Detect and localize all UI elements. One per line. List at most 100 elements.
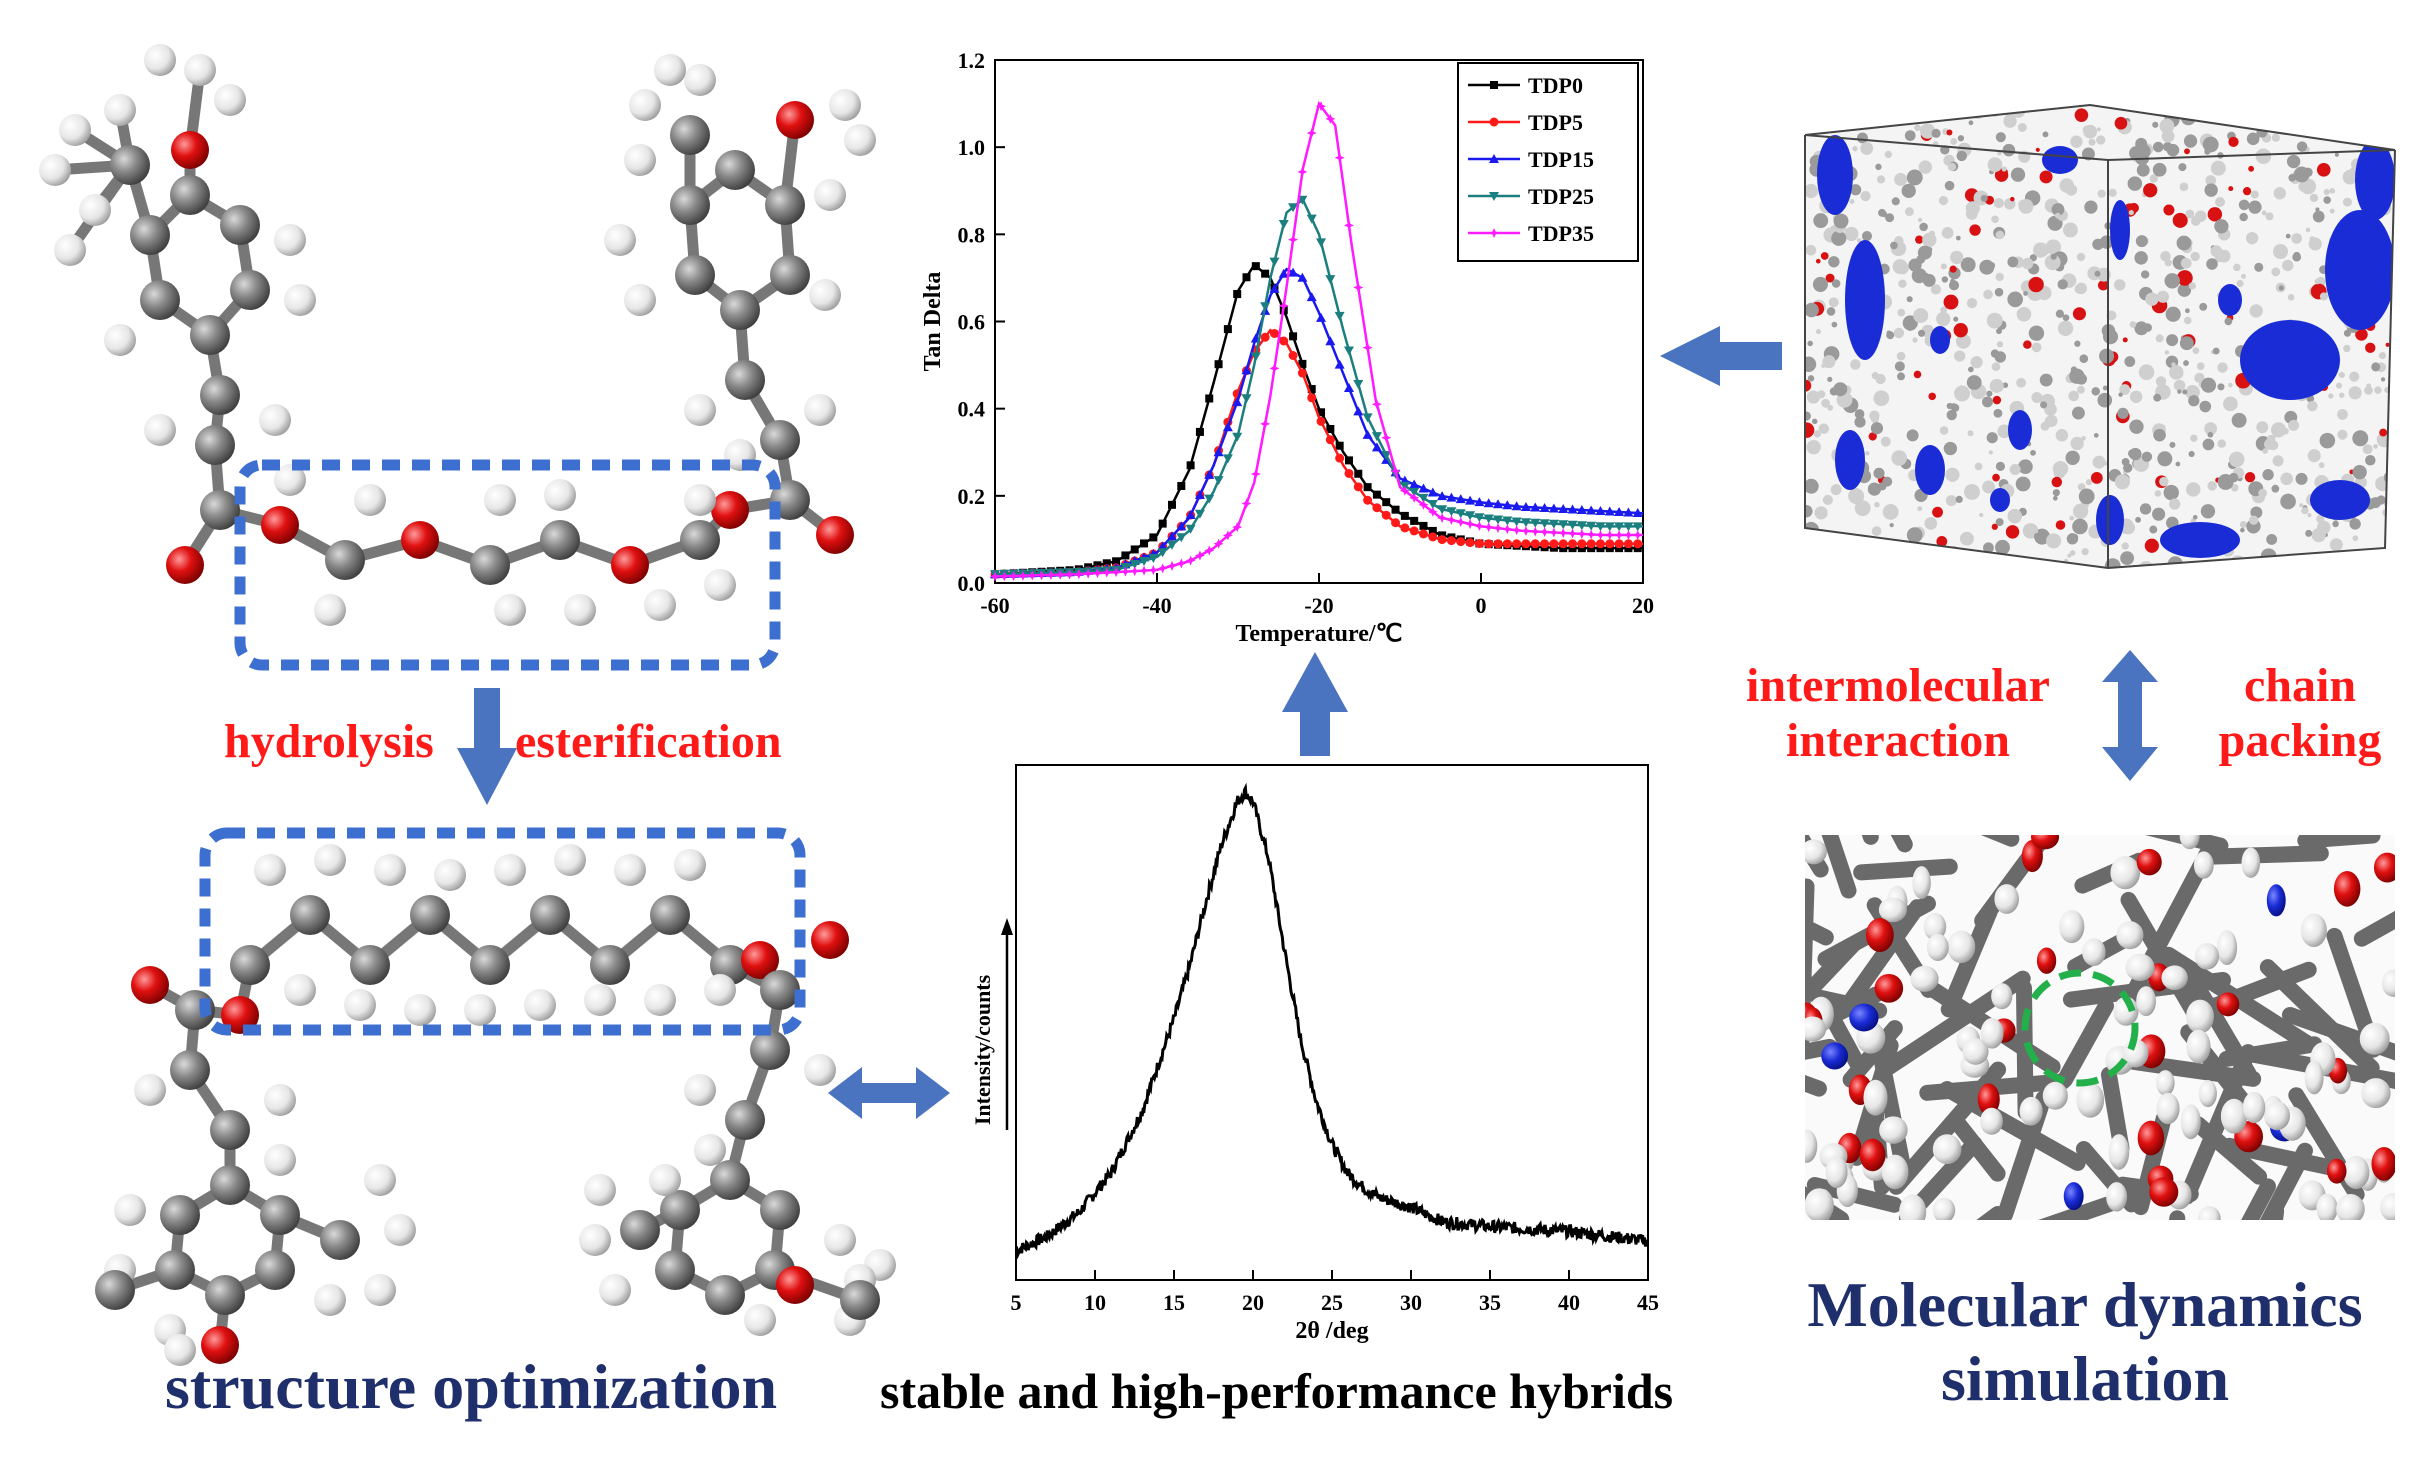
md-atom: [1994, 287, 2004, 297]
tan-point-tdp35: [1129, 566, 1140, 577]
tan-point-tdp25: [1493, 515, 1504, 525]
tan-point-tdp0: [1289, 332, 1298, 341]
md-atom: [2329, 208, 2335, 214]
md-atom: [2031, 342, 2042, 353]
md-hydrogen: [1980, 1017, 2004, 1049]
md-atom: [2248, 165, 2255, 172]
md-atom: [2070, 135, 2083, 148]
tan-point-tdp25: [1176, 533, 1187, 543]
md-atom: [2072, 307, 2086, 321]
tan-point-tdp15: [1576, 504, 1587, 514]
md-atom: [2231, 412, 2247, 428]
md-atom: [2045, 239, 2062, 255]
tan-point-tdp35: [1465, 518, 1476, 529]
md-atom: [2271, 133, 2280, 142]
md-atom: [2031, 392, 2043, 403]
tan-point-tdp5: [1623, 539, 1633, 549]
md-atom: [2335, 382, 2343, 389]
md-atom: [1967, 366, 1974, 373]
carbon-atom: [680, 520, 720, 560]
md-atom: [2256, 421, 2269, 434]
md-atom: [2152, 162, 2167, 177]
md-atom: [1983, 542, 1994, 554]
md-atom: [2272, 455, 2284, 467]
md-atom: [1954, 350, 1966, 362]
tan-point-tdp5: [1372, 503, 1382, 513]
md-atom: [2164, 259, 2172, 267]
md-atom: [1820, 561, 1835, 568]
tan-point-tdp5: [1391, 518, 1401, 528]
tan-point-tdp5: [1353, 482, 1363, 492]
md-atom: [1945, 467, 1960, 482]
molecule-ester-top: [39, 44, 876, 626]
md-atom: [2023, 340, 2032, 349]
md-nitrogen: [1821, 1042, 1849, 1070]
hydrogen-atom: [814, 179, 846, 211]
md-atom: [2345, 116, 2355, 126]
md-atom: [2314, 278, 2321, 285]
md-atom: [2242, 187, 2252, 196]
tan-point-tdp15: [1632, 507, 1643, 517]
md-atom: [1871, 526, 1882, 536]
md-atom: [2169, 498, 2181, 510]
md-atom: [2192, 514, 2198, 520]
tan-point-tdp35: [1586, 529, 1597, 540]
md-atom: [1870, 107, 1884, 121]
md-atom: [2291, 233, 2303, 244]
md-atom: [1811, 560, 1826, 568]
md-atom: [2055, 429, 2069, 442]
tan-point-tdp35: [1260, 418, 1271, 429]
hydrogen-atom: [599, 1274, 631, 1306]
tan-point-tdp35: [1614, 530, 1625, 541]
md-atom: [2288, 419, 2300, 431]
tan-point-tdp5: [1595, 539, 1605, 549]
md-atom: [1979, 512, 1984, 518]
tan-point-tdp0: [1326, 425, 1335, 434]
md-atom: [2222, 565, 2237, 568]
tan-point-tdp15: [1595, 505, 1606, 515]
md-zoom-image: [1805, 835, 2395, 1220]
md-density-blob: [2240, 320, 2340, 400]
oxygen-atom: [201, 1326, 239, 1364]
md-atom: [2210, 160, 2226, 176]
md-atom: [2139, 503, 2152, 515]
oxygen-atom: [741, 941, 779, 979]
md-atom: [1805, 422, 1815, 438]
md-hydrogen: [1991, 983, 2013, 1010]
tan-point-tdp15: [1306, 292, 1317, 302]
md-atom: [1911, 268, 1927, 284]
md-atom: [2078, 488, 2095, 505]
tan-ytick-label: 0.0: [958, 571, 986, 596]
hydrogen-atom: [354, 484, 386, 516]
carbon-atom: [170, 1050, 210, 1090]
md-atom: [2295, 472, 2308, 485]
tan-point-tdp25: [1166, 540, 1177, 550]
md-bond: [1821, 835, 1857, 899]
hydrogen-atom: [829, 89, 861, 121]
md-atom: [1805, 478, 1819, 494]
hydrogen-atom: [104, 324, 136, 356]
tan-point-tdp25: [1576, 521, 1587, 531]
md-hydrogen: [1980, 1107, 2003, 1135]
tan-point-tdp35: [1334, 152, 1345, 163]
tan-point-tdp35: [1101, 567, 1112, 578]
tan-point-tdp5: [1540, 539, 1550, 549]
md-hydrogen: [2106, 1182, 2128, 1212]
md-density-blob: [1817, 135, 1853, 215]
tan-point-tdp0: [1335, 441, 1344, 450]
md-atom: [2238, 199, 2250, 211]
md-atom: [2001, 166, 2007, 172]
carbon-atom: [220, 205, 260, 245]
md-atom: [2091, 387, 2100, 396]
tan-point-tdp25: [1632, 522, 1643, 532]
tan-point-tdp5: [1586, 539, 1596, 549]
intermolecular-label-line2: interaction: [1786, 714, 2010, 767]
md-atom: [2004, 113, 2017, 126]
xrd-chart: 5 10 15 20 25 30 35 40 45 2θ /deg Intensity/counts: [970, 764, 1659, 1344]
tan-point-tdp15: [1232, 397, 1243, 407]
md-density-blob: [1845, 240, 1885, 360]
md-bond: [1805, 937, 1861, 1008]
hydrogen-atom: [649, 1164, 681, 1196]
md-atom: [2337, 429, 2348, 440]
md-atom: [2164, 273, 2180, 289]
